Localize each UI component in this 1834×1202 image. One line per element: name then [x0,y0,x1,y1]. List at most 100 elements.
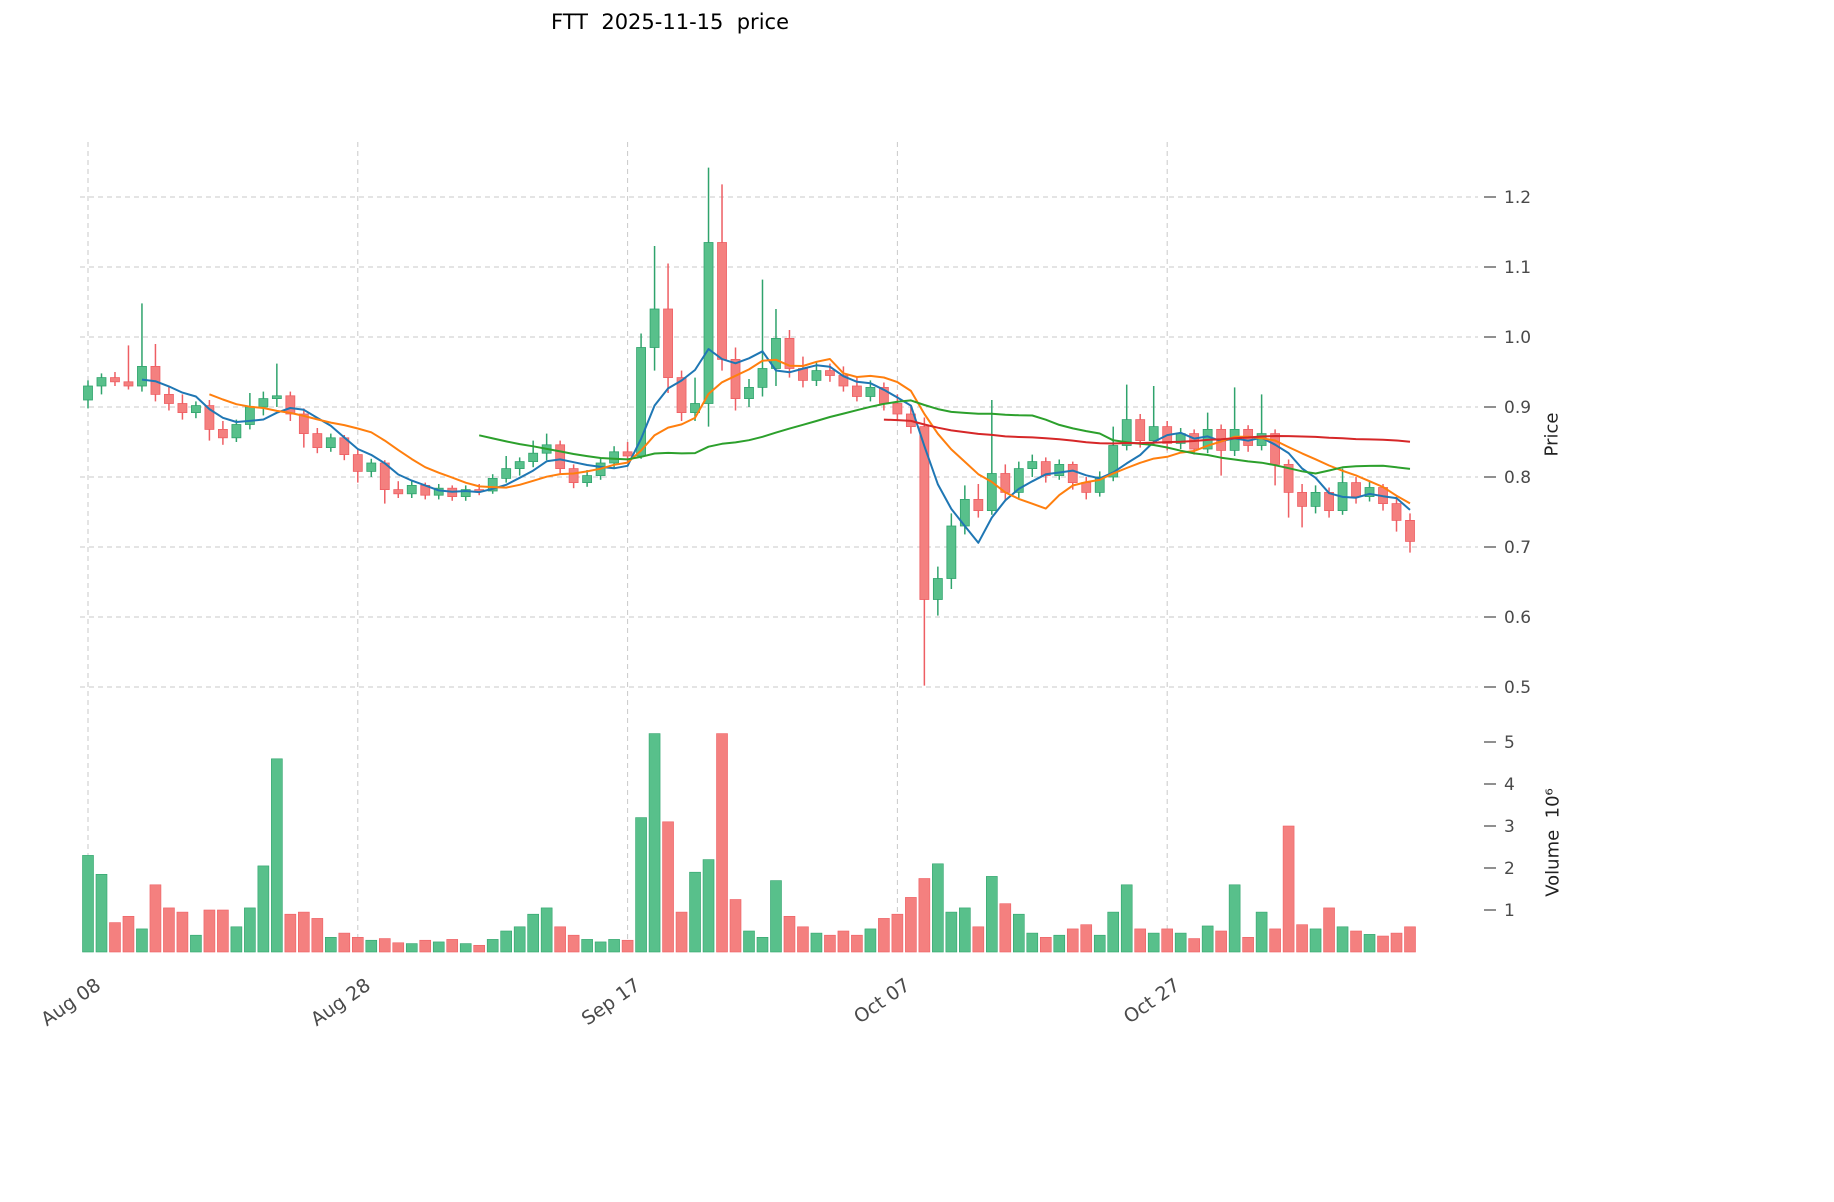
volume-bar [1039,936,1052,953]
volume-bar [392,942,405,953]
volume-bar [756,936,769,953]
volume-bar [891,913,904,953]
volume-bar [311,918,324,953]
x-tick-label: Sep 17 [578,974,645,1030]
volume-bar [1161,928,1173,953]
candle-body [649,308,660,348]
volume-bar [1255,911,1268,953]
candle-body [312,433,323,449]
candle-body [892,403,903,415]
candle-body [298,413,309,435]
volume-bar [230,926,243,953]
candle-body [514,461,525,470]
candle-body [1148,426,1159,442]
candle-body [204,405,215,430]
volume-bar [527,913,539,953]
candle-body [582,475,593,484]
candle-body [1121,419,1132,446]
candle-body [460,489,471,498]
volume-bar [419,939,432,953]
volume-bar [1201,925,1214,953]
candle-body [1013,468,1024,493]
candle-body [717,242,727,360]
volume-bar [554,926,566,953]
candle-body [1094,476,1105,493]
candle-body [865,386,876,397]
volume-bar [1282,825,1295,953]
volume-bar [851,934,863,953]
volume-bar [932,863,944,953]
volume-bar [1080,924,1093,953]
x-tick-label: Aug 08 [37,974,105,1031]
candle-body [973,498,984,511]
candle-body [406,484,417,495]
candle-body [1054,463,1065,476]
candle-body [231,424,242,439]
volume-bar [1390,932,1403,953]
volume-bar [1350,930,1362,953]
volume-bar [500,930,512,953]
volume-bar [1404,926,1416,953]
candle-body [1324,491,1334,511]
volume-bar [648,733,661,953]
volume-bar [1228,884,1241,953]
volume-bar [878,918,890,953]
volume-bar [244,907,256,953]
volume-bar [351,936,364,953]
candle-body [811,370,822,381]
candle-body [528,452,539,463]
volume-bar [432,941,445,953]
candle-body [1297,491,1307,507]
volume-bar [1336,926,1349,953]
volume-bar [594,941,607,953]
volume-bar [1120,884,1133,953]
candle-body [946,525,957,579]
volume-bar [770,880,782,953]
volume-bar [473,944,486,953]
candle-body [1310,491,1321,507]
volume-bar [190,934,202,953]
volume-bar [1147,932,1160,953]
volume-bar [797,926,809,953]
volume-bar [1134,928,1147,953]
candle-body [1040,461,1051,477]
volume-bar [1093,934,1106,953]
volume-bar [824,934,836,953]
volume-bar [163,907,175,953]
candle-body [271,395,282,399]
candle-body [1027,461,1038,470]
candle-body [703,242,714,404]
volume-tick-label: 5 [1504,733,1515,753]
volume-tick-label: 2 [1504,859,1515,879]
ma-line-ma60 [883,418,1411,445]
volume-bar [702,859,715,953]
volume-bar [675,911,688,953]
candle-body [609,451,620,464]
volume-bar [635,817,647,953]
x-tick-label: Aug 28 [307,974,375,1031]
price-tick-label: 1.0 [1504,328,1531,348]
volume-bar [176,911,189,953]
volume-bar [405,943,418,953]
volume-bar [972,926,985,953]
candle-body [825,370,835,376]
x-tick-label: Oct 27 [1120,974,1184,1028]
candle-body [1135,419,1146,442]
volume-tick-label: 1 [1504,901,1515,921]
price-tick-label: 0.5 [1504,678,1531,698]
volume-bar [1296,924,1308,953]
candle-body [137,365,147,387]
volume-bar [581,939,593,953]
candle-body [555,444,566,469]
candle-body [487,477,498,492]
volume-bar [689,871,701,953]
volume-bar [365,939,378,953]
candle-body [852,385,862,397]
volume-bar [743,930,755,953]
candle-body [919,426,930,600]
x-tick-label: Oct 07 [850,974,914,1028]
volume-bar [621,939,634,953]
candle-body [258,398,269,408]
price-tick-label: 0.6 [1504,608,1531,628]
